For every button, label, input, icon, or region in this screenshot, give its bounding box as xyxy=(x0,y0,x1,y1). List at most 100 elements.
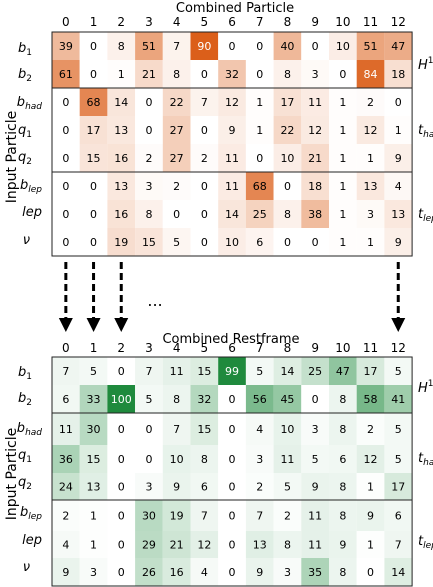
bottom-cell-value: 6 xyxy=(201,481,208,494)
bottom-group-labels: H1 thad tlep xyxy=(418,379,433,551)
top-cell xyxy=(384,88,413,116)
bottom-cell xyxy=(190,558,219,586)
top-cell xyxy=(52,200,80,228)
bottom-cell xyxy=(273,500,302,531)
top-cell-value: 7 xyxy=(201,96,208,109)
bottom-cell xyxy=(190,413,219,445)
top-cell-value: 11 xyxy=(225,180,239,193)
bottom-cell xyxy=(190,357,219,385)
bottom-row-labels: b1 b2 bhad q1 q2 blep lep ν xyxy=(17,365,42,575)
bottom-cell-value: 0 xyxy=(229,539,236,552)
bottom-cell-value: 5 xyxy=(395,365,402,378)
top-cell-value: 61 xyxy=(59,68,73,81)
bottom-cell-value: 15 xyxy=(197,365,211,378)
bottom-cell-value: 11 xyxy=(59,423,73,436)
row-label-b2: b2 xyxy=(18,67,32,84)
top-cell xyxy=(79,200,108,228)
bottom-cell-value: 16 xyxy=(170,566,184,579)
bottom-col-label: 1 xyxy=(90,341,98,355)
top-cell xyxy=(107,228,136,256)
bottom-cell xyxy=(107,413,136,445)
bottom-cell-value: 5 xyxy=(395,423,402,436)
top-cell-value: 3 xyxy=(312,68,319,81)
bottom-cell-value: 7 xyxy=(145,365,152,378)
bottom-cell-value: 7 xyxy=(256,510,263,523)
bottom-cell xyxy=(107,531,136,558)
top-cell xyxy=(384,172,413,200)
bottom-cell xyxy=(107,473,136,500)
bottom-cell-value: 0 xyxy=(229,393,236,406)
bottom-cell-value: 13 xyxy=(253,539,267,552)
top-cell xyxy=(356,116,385,144)
top-cell xyxy=(245,172,274,200)
bottom-col-label: 11 xyxy=(363,341,378,355)
bottom-column-labels: 0 1 2 3 4 5 6 7 8 9 10 11 12 xyxy=(62,341,406,355)
top-cell-value: 2 xyxy=(145,152,152,165)
top-cell-value: 0 xyxy=(201,124,208,137)
bottom-col-label: 3 xyxy=(145,341,153,355)
bottom-cell-value: 36 xyxy=(59,453,73,466)
bottom-cell-value: 7 xyxy=(62,365,69,378)
bottom-cell xyxy=(356,473,385,500)
bottom-cell-value: 8 xyxy=(339,510,346,523)
bottom-cell xyxy=(384,357,413,385)
bottom-cell xyxy=(356,531,385,558)
top-cell-value: 10 xyxy=(280,152,294,165)
top-panel-title: Combined Particle xyxy=(176,1,294,16)
top-cell xyxy=(190,32,219,60)
bottom-cell-value: 8 xyxy=(173,393,180,406)
top-cell-value: 0 xyxy=(62,96,69,109)
bottom-cell-value: 9 xyxy=(339,539,346,552)
bottom-cell xyxy=(329,357,357,385)
top-cell-value: 0 xyxy=(201,236,208,249)
bottom-y-axis-label: Input Particle xyxy=(4,428,20,520)
top-cell xyxy=(52,172,80,200)
bottom-cell-value: 9 xyxy=(312,481,319,494)
row-label-q1-bottom: q1 xyxy=(18,448,32,465)
bottom-cell-value: 5 xyxy=(145,393,152,406)
bottom-cell xyxy=(79,385,108,413)
bottom-cell-value: 0 xyxy=(118,510,125,523)
bottom-cell xyxy=(135,385,163,413)
group-label-thad-bottom: thad xyxy=(418,451,433,468)
bottom-panel-frame xyxy=(51,356,413,587)
top-cell xyxy=(273,88,302,116)
top-outer-border xyxy=(51,31,413,257)
top-column-labels: 0 1 2 3 4 5 6 7 8 9 10 11 12 xyxy=(62,15,406,29)
top-col-label: 1 xyxy=(90,15,98,29)
top-cell xyxy=(52,60,80,88)
bottom-cell xyxy=(301,500,329,531)
row-label-b1: b1 xyxy=(18,41,32,58)
top-cell-value: 27 xyxy=(170,124,184,137)
bottom-cell xyxy=(218,413,246,445)
bottom-cell xyxy=(79,500,108,531)
top-cell-value: 13 xyxy=(391,208,405,221)
top-cell-value: 1 xyxy=(339,124,346,137)
top-cell-value: 9 xyxy=(229,124,236,137)
top-cell xyxy=(273,200,302,228)
top-cell xyxy=(245,200,274,228)
bottom-cell xyxy=(162,558,191,586)
bottom-cell xyxy=(218,357,246,385)
top-cell-value: 0 xyxy=(145,96,152,109)
row-label-lep: lep xyxy=(22,205,42,220)
bottom-cell-value: 0 xyxy=(229,566,236,579)
bottom-cell-value: 0 xyxy=(118,365,125,378)
bottom-col-label: 8 xyxy=(284,341,292,355)
top-cell-value: 8 xyxy=(118,40,125,53)
top-cell xyxy=(190,200,219,228)
bottom-cell xyxy=(135,357,163,385)
bottom-cell xyxy=(245,445,274,473)
top-cell xyxy=(135,228,163,256)
bottom-cell xyxy=(301,385,329,413)
top-cell xyxy=(162,32,191,60)
top-cell xyxy=(107,172,136,200)
top-cell-value: 32 xyxy=(225,68,239,81)
top-cell xyxy=(52,144,80,172)
bottom-cell xyxy=(384,445,413,473)
top-cell-value: 0 xyxy=(201,180,208,193)
top-cell-value: 14 xyxy=(225,208,239,221)
top-cell xyxy=(329,144,357,172)
top-cell-value: 84 xyxy=(364,68,378,81)
top-cell-value: 0 xyxy=(90,40,97,53)
